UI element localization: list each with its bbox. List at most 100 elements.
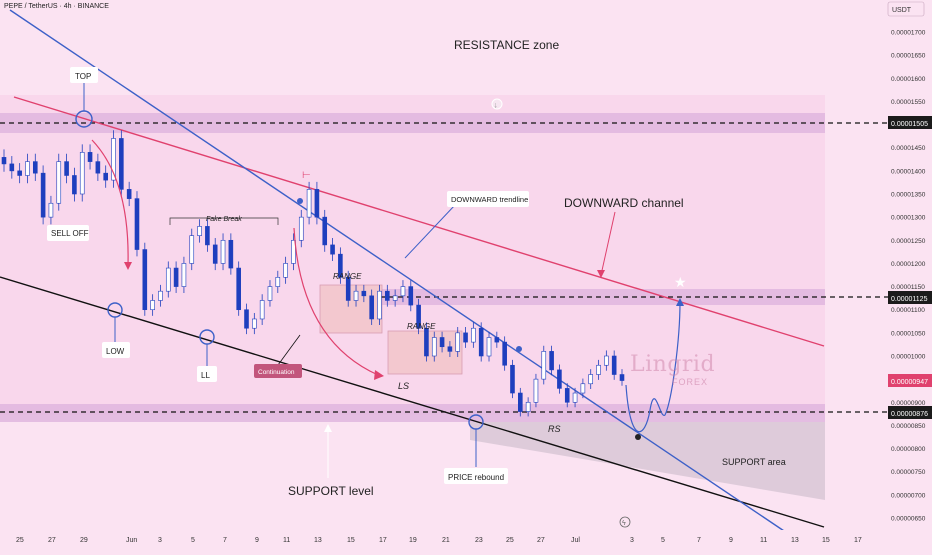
y-tick-label: 0.00001550 (891, 99, 926, 106)
badge-1505 (888, 116, 932, 129)
trendline-touch-2 (516, 346, 522, 352)
candle-body (400, 286, 406, 297)
candle-body (126, 189, 132, 199)
range-label-2: RANGE (407, 322, 436, 331)
candle-body (9, 163, 15, 172)
x-tick-label: 21 (442, 537, 450, 544)
candle-body (361, 290, 367, 297)
candle-body (298, 216, 304, 241)
top-label: TOP (75, 72, 91, 81)
fake-break-bracket (169, 217, 279, 225)
range-label-1: RANGE (333, 272, 362, 281)
y-tick-label: 0.00001650 (891, 53, 926, 60)
candle-body (494, 337, 500, 343)
brand-watermark-sub: FOREX (672, 377, 709, 387)
sell-off-label-box (47, 225, 89, 241)
x-tick-label: 27 (48, 537, 56, 544)
downward-trendline[interactable] (9, 9, 791, 536)
candle-body (557, 369, 562, 389)
candle-body (510, 364, 515, 394)
candle-body (236, 267, 241, 311)
badge-1505-label: 0.00001505 (891, 121, 928, 128)
candle-body (596, 364, 601, 375)
ls-label: LS (398, 381, 409, 391)
candle-body (619, 374, 625, 381)
y-tick-label: 0.00001600 (891, 76, 926, 83)
candle-body (549, 351, 554, 371)
candle-body (353, 290, 359, 301)
y-tick-label: 0.00001400 (891, 168, 926, 175)
x-tick-label: 7 (697, 537, 701, 544)
x-tick-label: 11 (760, 537, 767, 544)
resistance-channel-line[interactable] (13, 96, 825, 347)
price-axis[interactable] (888, 0, 932, 530)
symbol-header: PEPE / TetherUS · 4h · BINANCE (4, 3, 109, 10)
candle-body (259, 300, 265, 320)
down-arrow-icon-glyph: ↓ (494, 101, 498, 110)
candle-body (377, 290, 382, 320)
candle-body (588, 374, 594, 385)
resistance-zone-label: RESISTANCE zone (454, 38, 559, 52)
candle-body (212, 244, 218, 264)
candle-body (392, 295, 398, 301)
support-area-label: SUPPORT area (722, 457, 786, 467)
star-icon: ★ (674, 274, 687, 290)
candle-body (252, 318, 257, 329)
candle-body (72, 175, 77, 195)
x-tick-label: 19 (409, 537, 417, 544)
x-tick-label: 17 (379, 537, 387, 544)
candle-body (267, 286, 273, 301)
support-channel-line[interactable] (0, 276, 825, 528)
candle-body (502, 341, 507, 366)
candle-body (604, 355, 609, 366)
x-tick-label: Jun (126, 537, 137, 544)
candle-body (173, 267, 179, 287)
candle-body (40, 172, 46, 218)
candle-body (455, 332, 461, 352)
sell-off-arrow (91, 139, 129, 266)
y-tick-label: 0.00001200 (891, 261, 926, 268)
y-tick-label: 0.00001450 (891, 145, 926, 152)
support-area-fill (470, 422, 825, 500)
support-level-arrowhead (324, 424, 332, 432)
rs-label: RS (548, 424, 561, 434)
y-tick-label: 0.00001050 (891, 330, 926, 337)
candle-body (416, 304, 421, 329)
y-tick-label: 0.00001100 (891, 307, 925, 314)
fake-break-label: Fake Break (206, 216, 242, 223)
candle-body (87, 152, 93, 162)
candle-body (478, 327, 484, 357)
x-tick-label: 23 (475, 537, 483, 544)
candle-body (424, 327, 429, 357)
candle-body (463, 332, 468, 343)
candle-body (150, 300, 155, 311)
resistance-band (0, 113, 825, 133)
low-label-box (102, 342, 130, 358)
candle-body (111, 138, 116, 181)
candle-body (283, 263, 288, 278)
candle-body (220, 239, 226, 264)
continuation-callout (277, 334, 301, 366)
candle-body (275, 277, 281, 287)
candle-body (25, 161, 30, 176)
y-tick-label: 0.00000850 (891, 423, 926, 430)
x-tick-label: 15 (822, 537, 830, 544)
projection-arrowhead (676, 298, 684, 306)
candle-body (56, 161, 62, 204)
y-tick-label: 0.00001150 (891, 284, 925, 291)
candle-body (181, 263, 187, 287)
x-tick-label: 5 (661, 537, 665, 544)
channel-callout-arrowhead (597, 270, 605, 278)
projection-path (625, 301, 681, 433)
trendline-label: DOWNWARD trendline (451, 195, 528, 204)
candle-body (205, 226, 210, 246)
x-tick-labels: 25 27 29 Jun 3 5 7 9 11 13 15 17 19 21 23 25 27 Jul 3 5 7 9 11… (16, 537, 862, 544)
time-axis[interactable] (0, 530, 932, 550)
y-tick-label: 0.00000700 (891, 492, 926, 499)
badge-876-label: 0.00000876 (891, 411, 928, 418)
candle-body (165, 267, 171, 292)
badge-current (888, 374, 932, 387)
price-rebound-label: PRICE rebound (448, 473, 504, 482)
